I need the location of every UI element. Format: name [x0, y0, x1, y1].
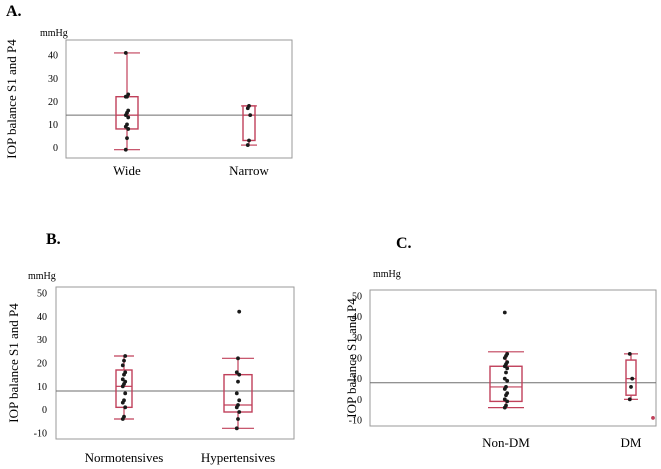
y-unit-label: mmHg: [28, 271, 56, 282]
y-tick-label: 40: [352, 312, 362, 323]
box-group-narrow: Narrow: [229, 104, 269, 178]
data-point: [630, 376, 635, 381]
data-point: [629, 385, 633, 389]
panel-letter: C.: [396, 235, 412, 252]
data-point: [502, 397, 507, 402]
data-point: [122, 398, 126, 403]
y-tick-label: 30: [37, 335, 47, 346]
panel-letter: A.: [6, 3, 22, 20]
box-group-dm: DM: [621, 351, 655, 450]
data-point: [234, 391, 239, 396]
data-point: [237, 410, 242, 414]
x-category-label: Narrow: [229, 163, 269, 178]
box-iqr: [242, 105, 256, 142]
data-point: [627, 351, 632, 356]
data-point: [505, 391, 510, 396]
data-point: [123, 391, 128, 396]
x-category-label: Normotensives: [85, 450, 164, 465]
data-point: [236, 417, 240, 421]
data-point: [234, 370, 239, 375]
y-tick-label: 50: [352, 292, 362, 303]
data-point: [504, 370, 508, 375]
y-tick-label: 0: [357, 395, 362, 406]
data-point: [120, 363, 125, 368]
y-tick-label: 10: [352, 374, 362, 385]
plot-frame: [65, 39, 293, 159]
data-point: [505, 351, 510, 356]
y-axis-label: IOP balance S1 and P4: [6, 303, 21, 423]
outlier-point: [651, 416, 655, 420]
data-point: [122, 414, 126, 419]
box-group-normotensives: Normotensives: [85, 354, 164, 465]
y-tick-label: 20: [37, 359, 47, 370]
data-point: [237, 372, 242, 377]
box-iqr: [625, 359, 637, 396]
box-group-wide: Wide: [113, 51, 141, 178]
data-point: [126, 92, 131, 97]
data-point: [505, 360, 510, 365]
plot-frame: [55, 286, 295, 440]
data-point: [123, 379, 128, 384]
y-tick-label: 30: [352, 333, 362, 344]
x-category-label: Hypertensives: [201, 450, 275, 465]
data-point: [120, 377, 125, 382]
y-tick-label: 20: [352, 354, 362, 365]
data-point: [236, 356, 240, 361]
data-point: [125, 122, 129, 127]
y-tick-label: 10: [48, 120, 58, 131]
y-tick-label: 50: [37, 289, 47, 300]
y-tick-label: 40: [48, 51, 58, 62]
panel-b: B. mmHg IOP balance S1 and P4 -10 0 10 20 30 40 5…: [6, 231, 295, 465]
data-point: [502, 310, 507, 315]
data-point: [122, 358, 126, 363]
data-point: [123, 147, 128, 152]
box-group-hypertensives: Hypertensives: [201, 309, 275, 465]
data-point: [123, 405, 128, 410]
y-tick-label: 10: [37, 382, 47, 393]
data-point: [247, 104, 251, 108]
y-tick-label: 40: [37, 312, 47, 323]
panel-letter: B.: [46, 231, 61, 248]
data-point: [236, 379, 240, 384]
y-tick-label: -10: [34, 429, 47, 440]
y-unit-label: mmHg: [40, 28, 68, 39]
data-point: [237, 309, 242, 314]
data-point: [504, 385, 508, 389]
y-tick-label: -10: [349, 416, 362, 427]
data-point: [234, 426, 239, 431]
data-point: [236, 403, 240, 407]
y-tick-label: 0: [53, 143, 58, 154]
data-point: [123, 51, 128, 55]
data-point: [247, 138, 251, 143]
data-point: [237, 398, 242, 403]
data-point: [245, 143, 250, 147]
y-axis-label: IOP balance S1 and P4: [344, 298, 359, 418]
panel-a: A. mmHg IOP balance S1 and P4 0 10 20 30 40 Wide…: [4, 3, 293, 178]
data-point: [126, 115, 131, 120]
y-axis-label: IOP balance S1 and P4: [4, 39, 19, 159]
plot-frame: [369, 289, 657, 427]
data-point: [123, 354, 128, 358]
x-category-label: Non-DM: [482, 435, 530, 450]
data-point: [627, 397, 632, 402]
y-tick-label: 0: [42, 405, 47, 416]
box-group-non-dm: Non-DM: [482, 310, 530, 450]
y-tick-label: 30: [48, 74, 58, 85]
x-category-label: DM: [621, 435, 642, 450]
data-point: [504, 403, 508, 408]
data-point: [125, 136, 129, 141]
panel-c: C. mmHg IOP balance S1 and P4-10 0 10 20 30 40 5…: [344, 235, 657, 450]
data-point: [123, 370, 128, 375]
data-point: [126, 108, 131, 113]
y-tick-label: 20: [48, 97, 58, 108]
data-point: [126, 127, 131, 131]
data-point: [248, 113, 253, 118]
x-category-label: Wide: [113, 163, 141, 178]
y-unit-label: mmHg: [373, 269, 401, 280]
data-point: [502, 376, 507, 381]
